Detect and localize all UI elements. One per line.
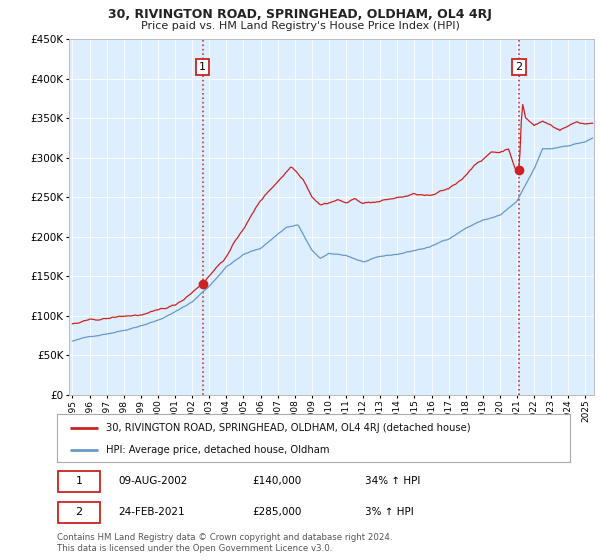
Text: Price paid vs. HM Land Registry's House Price Index (HPI): Price paid vs. HM Land Registry's House … — [140, 21, 460, 31]
Text: 2: 2 — [515, 62, 523, 72]
Text: HPI: Average price, detached house, Oldham: HPI: Average price, detached house, Oldh… — [106, 445, 329, 455]
Text: 2: 2 — [76, 507, 83, 517]
Text: 3% ↑ HPI: 3% ↑ HPI — [365, 507, 413, 517]
Text: 24-FEB-2021: 24-FEB-2021 — [119, 507, 185, 517]
Text: 30, RIVINGTON ROAD, SPRINGHEAD, OLDHAM, OL4 4RJ (detached house): 30, RIVINGTON ROAD, SPRINGHEAD, OLDHAM, … — [106, 423, 470, 433]
Text: 34% ↑ HPI: 34% ↑ HPI — [365, 476, 420, 486]
Text: 1: 1 — [199, 62, 206, 72]
Text: Contains HM Land Registry data © Crown copyright and database right 2024.
This d: Contains HM Land Registry data © Crown c… — [57, 533, 392, 553]
FancyBboxPatch shape — [58, 470, 100, 492]
Text: 09-AUG-2002: 09-AUG-2002 — [119, 476, 188, 486]
Text: 30, RIVINGTON ROAD, SPRINGHEAD, OLDHAM, OL4 4RJ: 30, RIVINGTON ROAD, SPRINGHEAD, OLDHAM, … — [108, 8, 492, 21]
Text: £285,000: £285,000 — [252, 507, 301, 517]
Text: £140,000: £140,000 — [252, 476, 301, 486]
FancyBboxPatch shape — [58, 502, 100, 524]
Text: 1: 1 — [76, 476, 83, 486]
